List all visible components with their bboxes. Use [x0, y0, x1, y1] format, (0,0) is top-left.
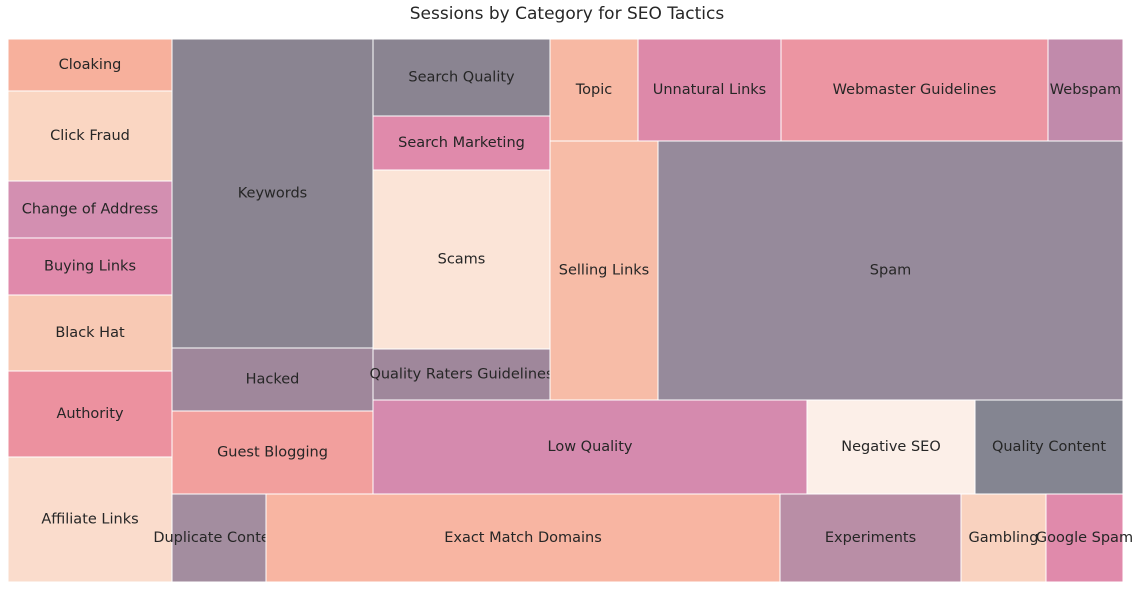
treemap-tile-spam	[657, 140, 1124, 401]
treemap-label-search-marketing: Search Marketing	[398, 135, 525, 151]
treemap-label-gambling: Gambling	[969, 530, 1039, 546]
treemap-label-quality-content: Quality Content	[992, 439, 1106, 455]
treemap-tile-topic	[549, 38, 639, 142]
treemap-label-authority: Authority	[56, 406, 124, 422]
treemap-label-topic: Topic	[575, 82, 612, 98]
chart-title: Sessions by Category for SEO Tactics	[409, 4, 725, 24]
treemap-tile-low-quality	[372, 399, 808, 495]
treemap-tile-duplicate-content	[171, 493, 267, 583]
treemap-label-keywords: Keywords	[238, 186, 307, 202]
treemap-label-click-fraud: Click Fraud	[50, 128, 130, 144]
treemap-label-hacked: Hacked	[246, 372, 300, 388]
treemap-tile-webmaster-guidelines	[780, 38, 1049, 142]
treemap-label-exact-match-domains: Exact Match Domains	[444, 530, 602, 546]
treemap-tile-black-hat	[7, 294, 173, 372]
treemap-label-selling-links: Selling Links	[559, 263, 649, 279]
treemap-tile-search-quality	[372, 38, 551, 117]
treemap-tile-scams	[372, 169, 551, 350]
treemap-label-scams: Scams	[438, 252, 486, 268]
treemap-tile-exact-match-domains	[265, 493, 781, 583]
treemap-label-low-quality: Low Quality	[548, 439, 633, 455]
treemap-tile-keywords	[171, 38, 374, 349]
treemap-label-black-hat: Black Hat	[55, 325, 125, 341]
treemap-tile-google-spam	[1045, 493, 1124, 583]
treemap-label-buying-links: Buying Links	[44, 259, 136, 275]
treemap-label-quality-raters-guidelines: Quality Raters Guidelines	[369, 367, 553, 383]
treemap-tile-authority	[7, 370, 173, 458]
treemap-label-search-quality: Search Quality	[408, 70, 515, 86]
treemap-tile-quality-raters-guidelines	[372, 348, 551, 401]
treemap-tile-hacked	[171, 347, 374, 412]
treemap-label-negative-seo: Negative SEO	[841, 439, 940, 455]
treemap-label-guest-blogging: Guest Blogging	[217, 445, 328, 461]
treemap-tile-negative-seo	[806, 399, 976, 495]
treemap-label-webmaster-guidelines: Webmaster Guidelines	[833, 82, 997, 98]
treemap-tile-quality-content	[974, 399, 1124, 495]
treemap-tile-webspam	[1047, 38, 1124, 142]
treemap-label-affiliate-links: Affiliate Links	[41, 512, 138, 528]
treemap-tile-gambling	[960, 493, 1047, 583]
treemap-label-experiments: Experiments	[825, 530, 916, 546]
treemap-label-change-of-address: Change of Address	[22, 202, 158, 218]
treemap-tile-search-marketing	[372, 115, 551, 171]
treemap-label-duplicate-content: Duplicate Content	[153, 530, 285, 546]
treemap-tile-affiliate-links	[7, 456, 173, 583]
treemap-tile-experiments	[779, 493, 962, 583]
treemap-label-cloaking: Cloaking	[59, 57, 122, 73]
treemap-label-google-spam: Google Spam	[1036, 530, 1133, 546]
treemap-label-unnatural-links: Unnatural Links	[653, 82, 767, 98]
treemap-label-webspam: Webspam	[1050, 82, 1121, 98]
treemap-label-spam: Spam	[870, 263, 911, 279]
